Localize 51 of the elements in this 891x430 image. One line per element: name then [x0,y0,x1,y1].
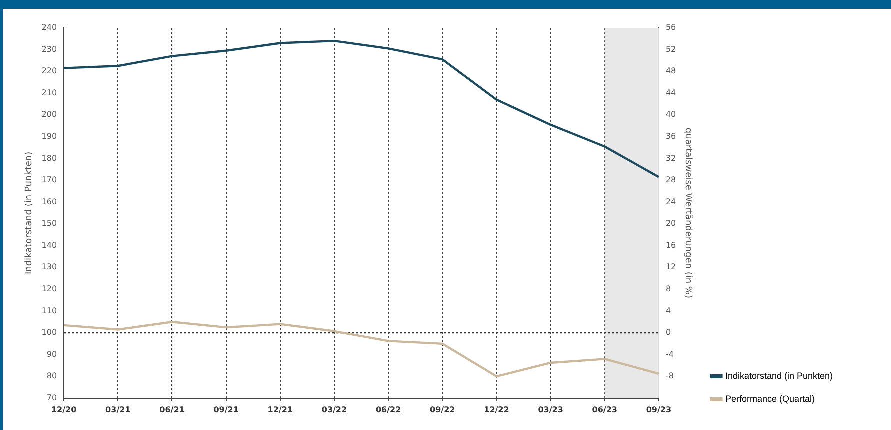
x-tick-label: 03/21 [106,405,132,414]
y-tick-label: 100 [42,328,58,338]
x-tick-label: 12/21 [268,405,294,414]
y-tick-label: 170 [42,176,58,185]
y-tick-label: 200 [42,110,58,120]
y2-tick-label: 12 [666,262,676,272]
y-tick-label: 180 [42,154,58,163]
y2-tick-label: 52 [666,44,676,54]
y-tick-label: 210 [42,88,58,98]
x-tick-label: 06/22 [376,405,402,414]
y2-tick-label: 32 [666,154,676,163]
y2-tick-label: 16 [666,240,676,250]
y-tick-label: 160 [42,197,58,206]
y2-tick-label: -4 [666,350,674,359]
y2-tick-label: 4 [666,306,672,316]
x-tick-label: 09/23 [646,405,672,414]
y-tick-label: 190 [42,132,58,142]
y2-tick-label: -8 [666,372,674,381]
y2-tick-label: 28 [666,176,676,185]
x-tick-label: 03/23 [538,405,564,414]
y2-tick-label: 56 [666,23,676,32]
y2-axis-title: quartalsweise Wertänderungen (in %) [683,128,694,298]
y2-tick-label: 20 [666,219,676,228]
x-tick-label: 12/22 [484,405,510,414]
x-tick-label: 12/20 [51,405,78,414]
legend-label: Performance (Quartal) [725,394,815,404]
x-tick-label: 09/22 [430,405,456,414]
x-tick-label: 06/23 [592,405,618,414]
legend-label: Indikatorstand (in Punkten) [725,370,834,381]
x-tick-label: 03/22 [322,405,348,414]
y2-tick-label: 40 [666,110,676,120]
y-tick-label: 240 [42,23,58,32]
x-tick-label: 06/21 [160,405,186,414]
y-tick-label: 150 [42,219,58,228]
y-tick-label: 110 [42,306,58,316]
y2-tick-label: 24 [666,197,676,206]
y-tick-label: 220 [42,66,58,76]
y-tick-label: 80 [46,372,58,381]
x-tick-label: 09/21 [214,405,240,414]
y-tick-label: 130 [42,262,58,272]
y-tick-label: 70 [46,393,58,402]
y-tick-label: 230 [42,44,58,54]
y-axis-title: Indikatorstand (in Punkten) [24,152,35,275]
y-tick-label: 140 [42,240,58,250]
y2-tick-label: 44 [666,88,676,98]
y2-tick-label: 0 [666,328,672,338]
y-tick-label: 90 [46,350,58,359]
y2-tick-label: 36 [666,132,676,142]
y2-tick-label: 48 [666,66,676,76]
y2-tick-label: 8 [666,284,672,294]
y-tick-label: 120 [42,284,58,294]
